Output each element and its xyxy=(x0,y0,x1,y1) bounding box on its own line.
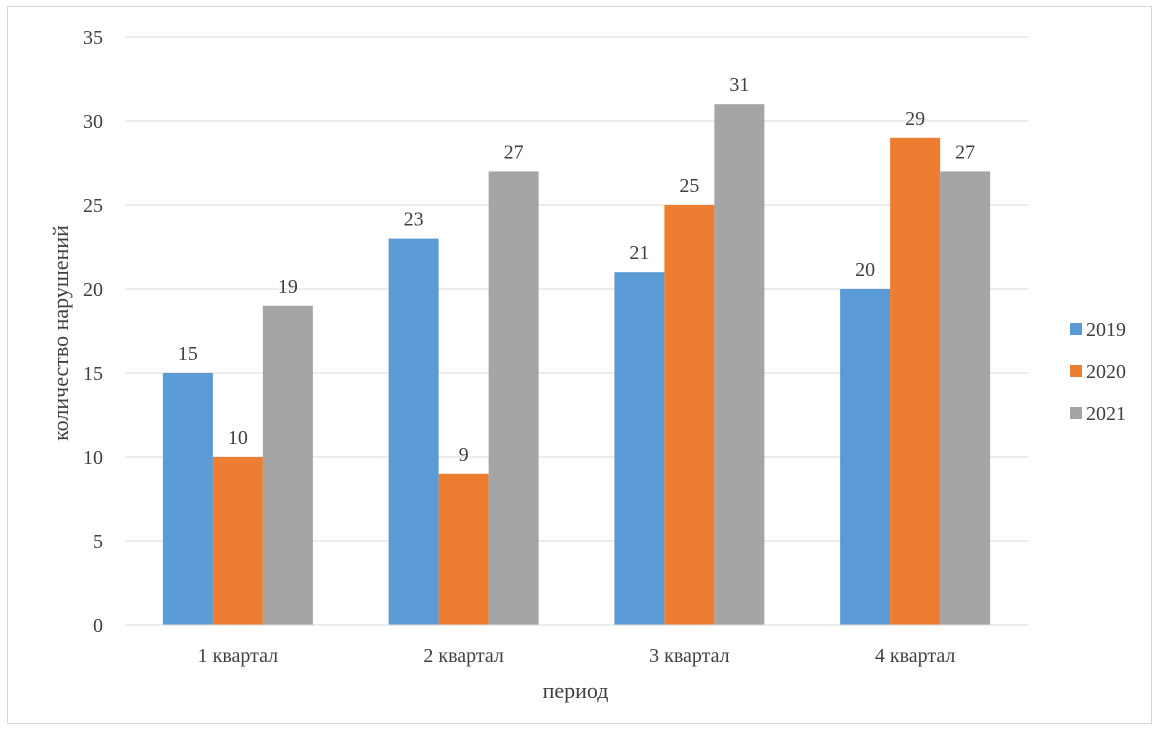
legend-label: 2020 xyxy=(1086,361,1126,383)
data-label: 31 xyxy=(729,74,749,96)
data-label: 21 xyxy=(629,242,649,264)
bar-2019-1 xyxy=(162,373,213,625)
data-label: 10 xyxy=(228,427,248,449)
y-tick-label: 10 xyxy=(83,447,103,469)
bar-2019-3 xyxy=(614,272,665,625)
bar-2020-1 xyxy=(212,457,263,625)
legend-swatch-2021 xyxy=(1070,407,1082,419)
y-tick-label: 25 xyxy=(83,195,103,217)
data-label: 9 xyxy=(459,444,469,466)
data-label: 29 xyxy=(905,108,925,130)
legend-label: 2019 xyxy=(1086,319,1126,341)
x-axis-ticks: 1 квартал 2 квартал 3 квартал 4 квартал xyxy=(198,645,956,667)
x-tick-label: 2 квартал xyxy=(423,645,504,667)
y-tick-label: 20 xyxy=(83,279,103,301)
data-label: 27 xyxy=(955,141,975,163)
y-tick-label: 15 xyxy=(83,363,103,385)
bar-2021-4 xyxy=(940,171,991,625)
legend-swatch-2019 xyxy=(1070,323,1082,335)
data-labels: 15 10 19 23 9 27 21 25 31 20 29 27 xyxy=(178,74,975,466)
data-label: 25 xyxy=(679,175,699,197)
y-axis-ticks: 0 5 10 15 20 25 30 35 xyxy=(83,27,103,637)
bar-2021-2 xyxy=(488,171,539,625)
bar-2019-2 xyxy=(388,238,439,625)
y-axis-title: количество нарушений xyxy=(48,225,73,441)
bar-2020-4 xyxy=(890,137,941,626)
bar-2020-3 xyxy=(664,205,715,625)
legend-label: 2021 xyxy=(1086,403,1126,425)
x-tick-label: 1 квартал xyxy=(198,645,279,667)
bar-2019-4 xyxy=(840,289,891,625)
y-tick-label: 30 xyxy=(83,111,103,133)
y-tick-label: 0 xyxy=(93,615,103,637)
y-tick-label: 35 xyxy=(83,27,103,49)
legend-swatch-2020 xyxy=(1070,365,1082,377)
bar-2021-3 xyxy=(714,104,765,625)
y-tick-label: 5 xyxy=(93,531,103,553)
legend: 2019 2020 2021 xyxy=(1070,319,1126,425)
bars xyxy=(162,104,991,626)
data-label: 19 xyxy=(278,276,298,298)
x-tick-label: 4 квартал xyxy=(875,645,956,667)
data-label: 20 xyxy=(855,259,875,281)
bar-2020-2 xyxy=(438,473,489,625)
bar-2021-1 xyxy=(262,305,313,625)
data-label: 23 xyxy=(404,209,424,231)
data-label: 15 xyxy=(178,343,198,365)
data-label: 27 xyxy=(504,141,524,163)
x-tick-label: 3 квартал xyxy=(649,645,730,667)
x-axis-title: период xyxy=(543,678,609,703)
